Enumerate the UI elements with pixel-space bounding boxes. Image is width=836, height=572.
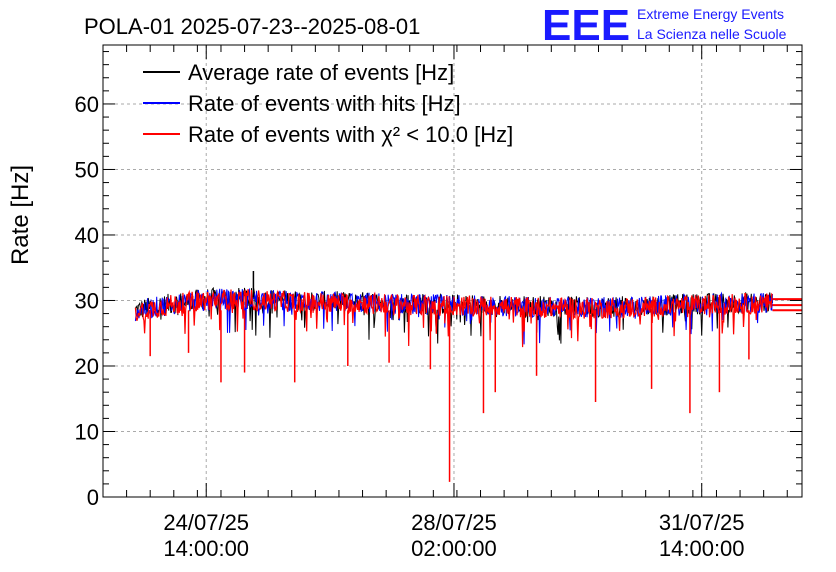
series-chi2-rate xyxy=(134,289,773,348)
x-tick-label-time: 14:00:00 xyxy=(659,536,745,561)
data-series xyxy=(134,271,802,482)
y-tick-label: 40 xyxy=(75,223,99,248)
x-tick-label-date: 24/07/25 xyxy=(163,510,249,535)
y-tick-label: 20 xyxy=(75,354,99,379)
x-tick-label-time: 02:00:00 xyxy=(411,536,497,561)
y-tick-label: 0 xyxy=(87,485,99,510)
chart-title: POLA-01 2025-07-23--2025-08-01 xyxy=(84,14,420,39)
logo-line-2: La Scienza nelle Scuole xyxy=(637,26,787,42)
legend-label-hits: Rate of events with hits [Hz] xyxy=(188,91,461,116)
logo-line-1: Extreme Energy Events xyxy=(637,6,784,22)
x-tick-label-time: 14:00:00 xyxy=(163,536,249,561)
y-tick-label: 50 xyxy=(75,157,99,182)
axis-ticks: 010203040506024/07/2514:00:0028/07/2502:… xyxy=(75,45,802,561)
y-tick-label: 10 xyxy=(75,419,99,444)
x-tick-label-date: 31/07/25 xyxy=(659,510,745,535)
plot-frame xyxy=(102,44,803,498)
y-tick-label: 30 xyxy=(75,288,99,313)
y-tick-label: 60 xyxy=(75,92,99,117)
eee-logo: EEE Extreme Energy Events La Scienza nel… xyxy=(542,1,787,50)
logo-text: EEE xyxy=(542,1,630,50)
legend-label-average: Average rate of events [Hz] xyxy=(188,60,454,85)
x-tick-label-date: 28/07/25 xyxy=(411,510,497,535)
legend-label-chi2: Rate of events with χ² < 10.0 [Hz] xyxy=(188,122,513,147)
y-axis-label: Rate [Hz] xyxy=(7,165,34,265)
legend: Average rate of events [Hz] Rate of even… xyxy=(143,60,513,147)
